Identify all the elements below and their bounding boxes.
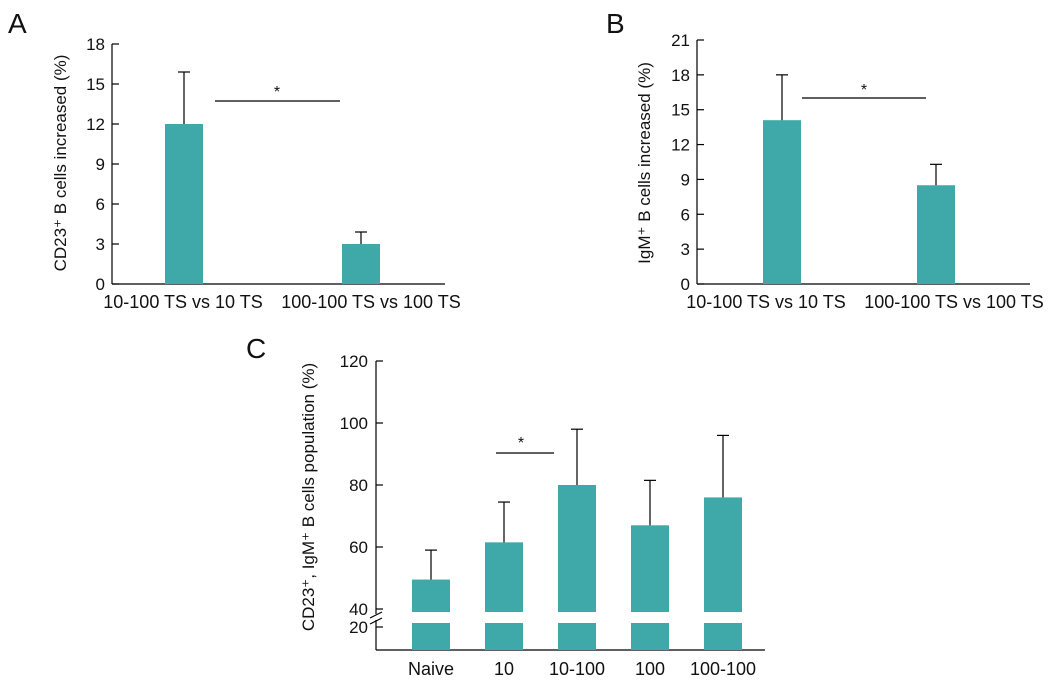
panel-a-ytick-label: 15 — [86, 75, 105, 94]
panel-a-ytick-label: 18 — [86, 35, 105, 54]
panel-b-sig-star: * — [861, 82, 867, 99]
panel-c-ytick-label: 40 — [349, 600, 368, 619]
panel-c-ytick-label: 80 — [349, 476, 368, 495]
panel-b-cat-1: 10-100 TS vs 10 TS — [686, 292, 845, 312]
panel-c-bar-lower — [558, 623, 596, 650]
panel-b-ytick-label: 3 — [681, 240, 690, 259]
panel-a-ytick-label: 6 — [96, 195, 105, 214]
panel-c-bar-upper — [558, 485, 596, 612]
panel-c-letter: C — [246, 333, 266, 364]
panel-c-bar-lower — [485, 623, 523, 650]
panel-a-cat-2: 100-100 TS vs 100 TS — [281, 292, 460, 312]
panel-c-ytick-label: 20 — [349, 618, 368, 637]
panel-b-ytick-label: 9 — [681, 170, 690, 189]
panel-b-ytick-label: 12 — [671, 136, 690, 155]
panel-a-ytick-label: 12 — [86, 115, 105, 134]
panel-c-bar-lower — [704, 623, 742, 650]
panel-a-bar — [165, 124, 203, 284]
panel-c-sig-star: * — [518, 435, 524, 452]
panel-c-axis-break-mark — [369, 611, 383, 619]
panel-c-cat-2: 10 — [494, 659, 514, 679]
panel-c-bar-upper — [485, 542, 523, 612]
panel-b-ytick-label: 6 — [681, 205, 690, 224]
panel-c-cat-3: 10-100 — [549, 659, 605, 679]
panel-a-ytick-label: 0 — [96, 275, 105, 294]
panel-c-ytick-label: 100 — [340, 414, 368, 433]
panel-c-cat-5: 100-100 — [690, 659, 756, 679]
panel-c-cat-4: 100 — [635, 659, 665, 679]
panel-c-ytick-label: 60 — [349, 538, 368, 557]
panel-c-bar-lower — [631, 623, 669, 650]
panel-b-ytick-label: 15 — [671, 101, 690, 120]
panel-a-ylabel: CD23⁺ B cells increased (%) — [51, 55, 70, 272]
panel-b-cat-2: 100-100 TS vs 100 TS — [864, 292, 1043, 312]
panel-c-bar-upper — [631, 525, 669, 612]
panel-c-ytick-label: 120 — [340, 352, 368, 371]
panel-b-ylabel: IgM⁺ B cells increased (%) — [635, 62, 654, 264]
panel-b-ytick-label: 0 — [681, 275, 690, 294]
panel-c-axis-break-mark — [369, 617, 383, 625]
panel-c-ylabel: CD23⁺, IgM⁺ B cells population (%) — [299, 363, 318, 631]
panel-c-bar-lower — [412, 623, 450, 650]
panel-b-bar — [763, 120, 801, 285]
panel-a-cat-1: 10-100 TS vs 10 TS — [103, 292, 262, 312]
panel-b-ytick-label: 18 — [671, 66, 690, 85]
panel-a-ytick-label: 9 — [96, 155, 105, 174]
panel-b-letter: B — [606, 8, 625, 39]
panel-b-bar — [917, 185, 955, 284]
panel-c-cat-1: Naive — [408, 659, 454, 679]
panel-a-sig-star: * — [274, 84, 280, 101]
panel-b-ytick-label: 21 — [671, 31, 690, 50]
panel-c-bar-upper — [412, 579, 450, 612]
panel-a-ytick-label: 3 — [96, 235, 105, 254]
panel-c-bar-upper — [704, 497, 742, 612]
panel-a-letter: A — [8, 8, 27, 39]
panel-a-bar — [342, 244, 380, 284]
